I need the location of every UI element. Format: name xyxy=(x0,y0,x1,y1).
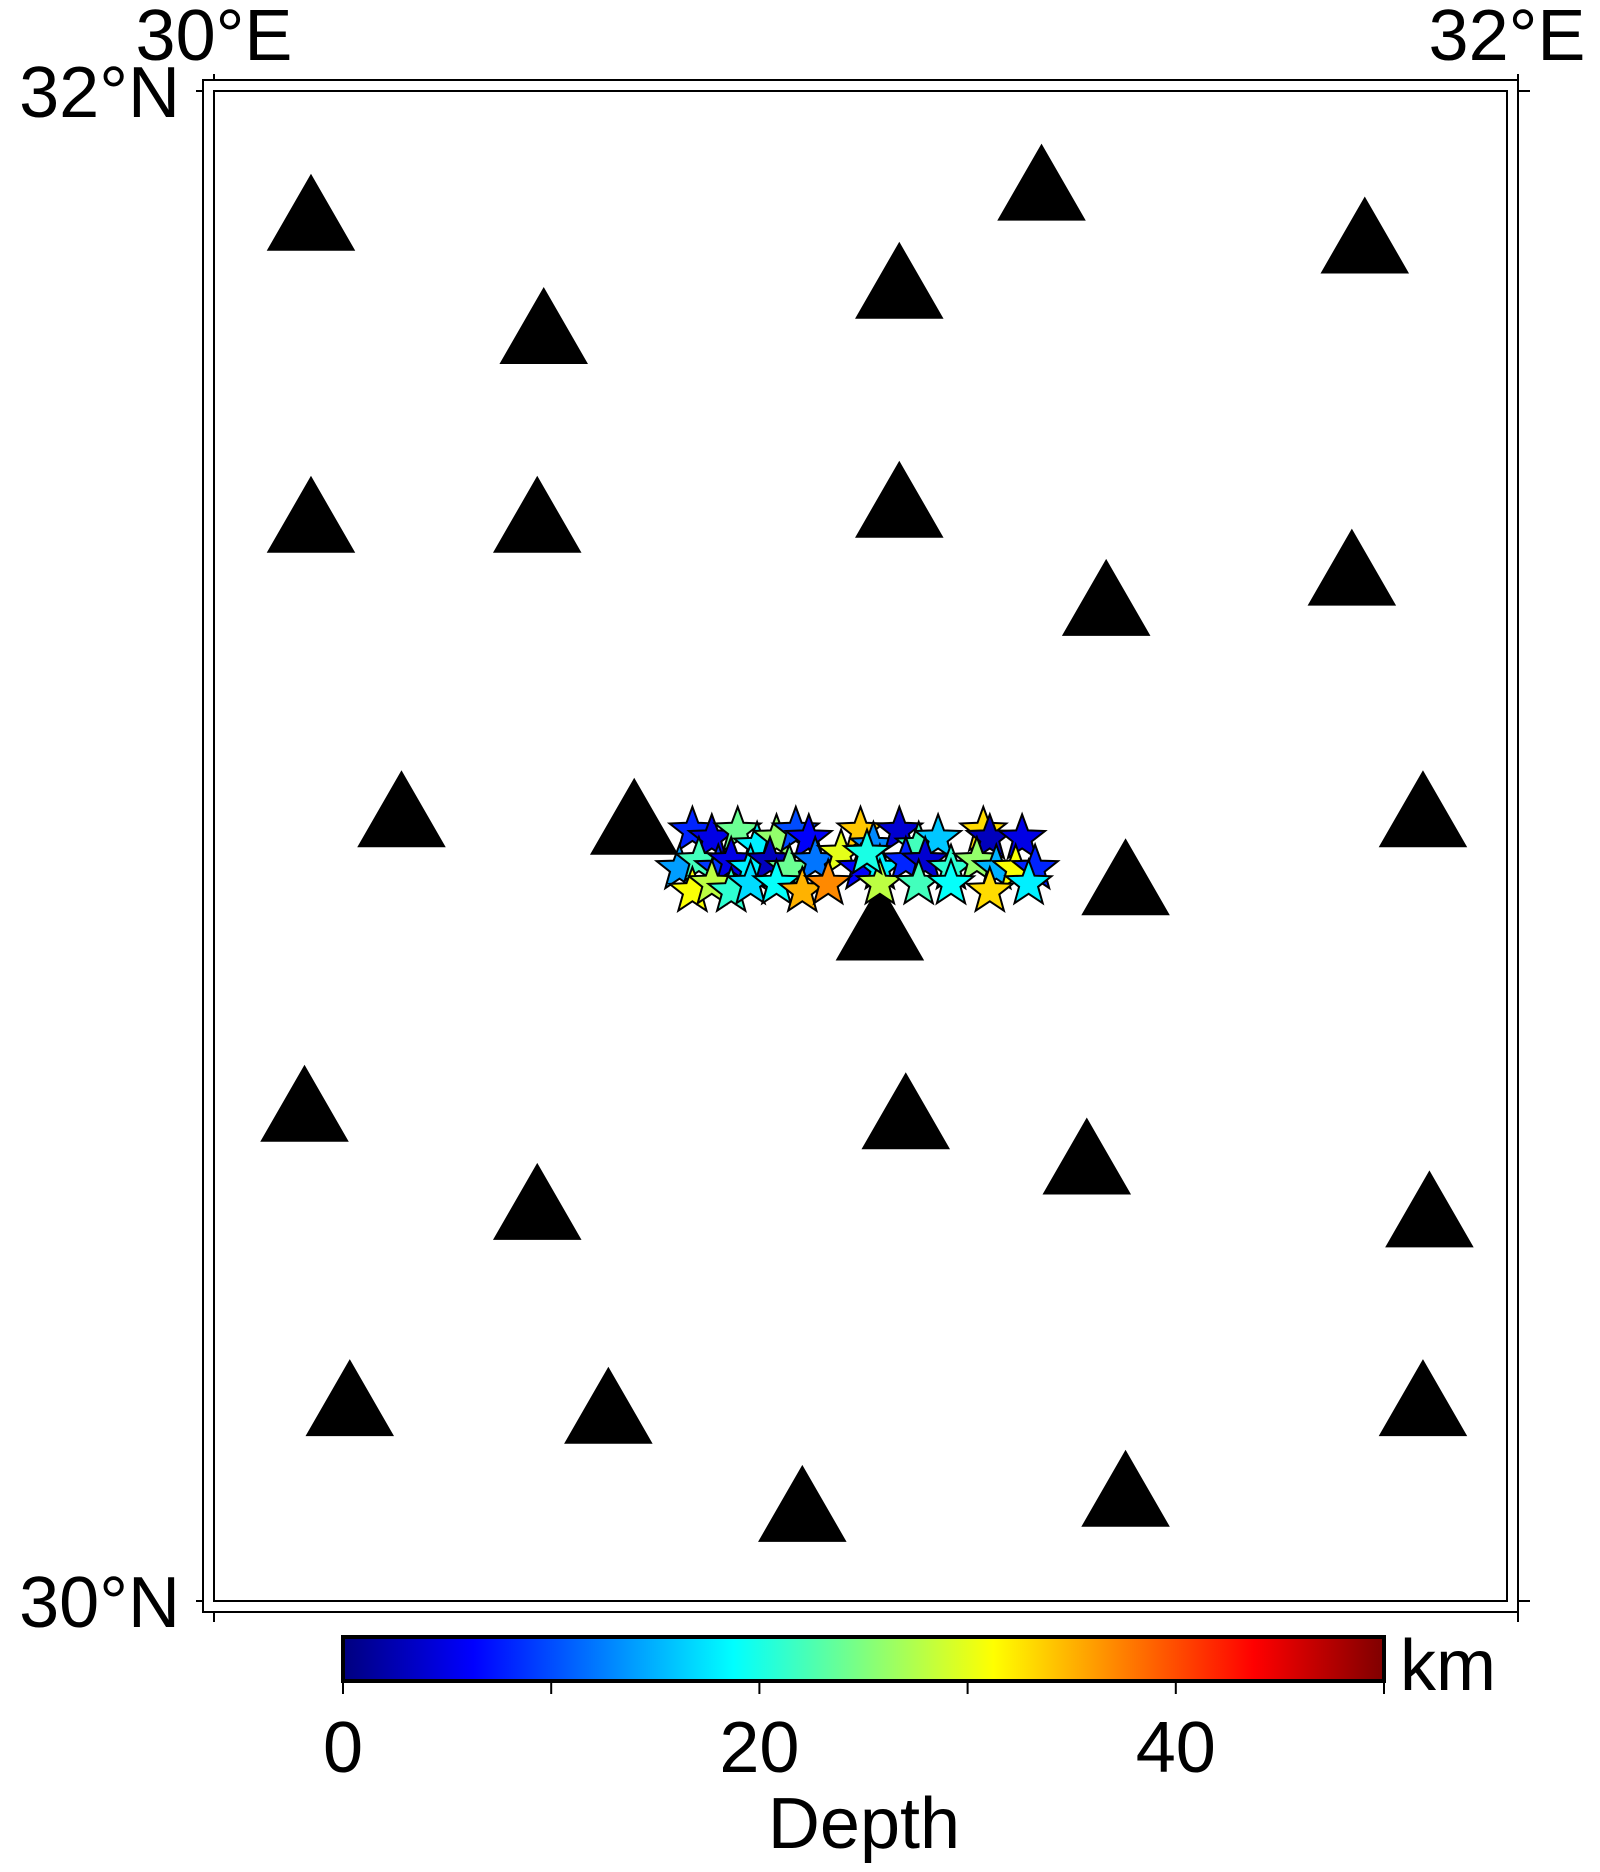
station-triangle-20 xyxy=(302,1355,398,1439)
event-star-42 xyxy=(925,856,977,906)
frame-inner xyxy=(213,90,1508,1602)
lat-label-south: 30°N xyxy=(19,1563,180,1643)
lat-label-north: 32°N xyxy=(19,53,180,133)
station-triangle-4 xyxy=(1317,192,1413,276)
colorbar-ticks: 0 20 40 xyxy=(323,1681,1385,1788)
colorbar-gradient xyxy=(341,1635,1386,1683)
event-star-44 xyxy=(1003,856,1055,906)
station-triangle-18 xyxy=(489,1158,585,1242)
station-triangle-8 xyxy=(1058,554,1154,638)
station-triangle-9 xyxy=(1304,524,1400,608)
station-triangle-23 xyxy=(1077,1445,1174,1529)
event-star-43 xyxy=(964,864,1016,914)
station-triangle-0 xyxy=(263,169,359,253)
station-triangle-24 xyxy=(1375,1355,1471,1439)
station-triangle-10 xyxy=(353,766,450,850)
colorbar-tick-label-2: 40 xyxy=(1136,1708,1216,1788)
station-triangle-14 xyxy=(832,879,928,963)
event-star-39 xyxy=(802,856,854,906)
station-triangle-12 xyxy=(1375,766,1471,850)
colorbar-title: Depth xyxy=(768,1784,960,1864)
station-triangle-21 xyxy=(560,1362,657,1446)
colorbar-tick-label-0: 0 xyxy=(323,1708,363,1788)
event-star-45 xyxy=(841,826,893,876)
event-star-37 xyxy=(750,856,803,906)
lon-label-west: 30°E xyxy=(136,0,293,76)
station-triangle-5 xyxy=(263,471,359,555)
station-triangle-3 xyxy=(993,139,1090,223)
station-triangle-11 xyxy=(586,773,682,857)
station-triangle-6 xyxy=(489,471,585,555)
station-triangle-22 xyxy=(754,1460,851,1544)
event-star-27 xyxy=(899,834,951,883)
station-triangle-13 xyxy=(1077,834,1174,918)
stations-layer xyxy=(256,139,1478,1544)
events-layer xyxy=(653,804,1061,914)
station-triangle-15 xyxy=(256,1060,353,1144)
station-triangle-2 xyxy=(851,237,948,321)
colorbar-unit: km xyxy=(1400,1626,1496,1706)
station-triangle-19 xyxy=(1381,1166,1478,1250)
colorbar-tick-label-1: 20 xyxy=(719,1708,799,1788)
event-star-6 xyxy=(783,811,835,861)
event-star-14 xyxy=(996,811,1048,861)
station-triangle-7 xyxy=(851,456,948,540)
station-triangle-1 xyxy=(495,283,592,367)
station-triangle-16 xyxy=(858,1068,954,1152)
event-star-11 xyxy=(912,811,964,861)
station-triangle-17 xyxy=(1039,1113,1135,1197)
colorbar: 0 20 40 km Depth xyxy=(323,1626,1496,1864)
lon-label-east: 32°E xyxy=(1429,0,1586,76)
